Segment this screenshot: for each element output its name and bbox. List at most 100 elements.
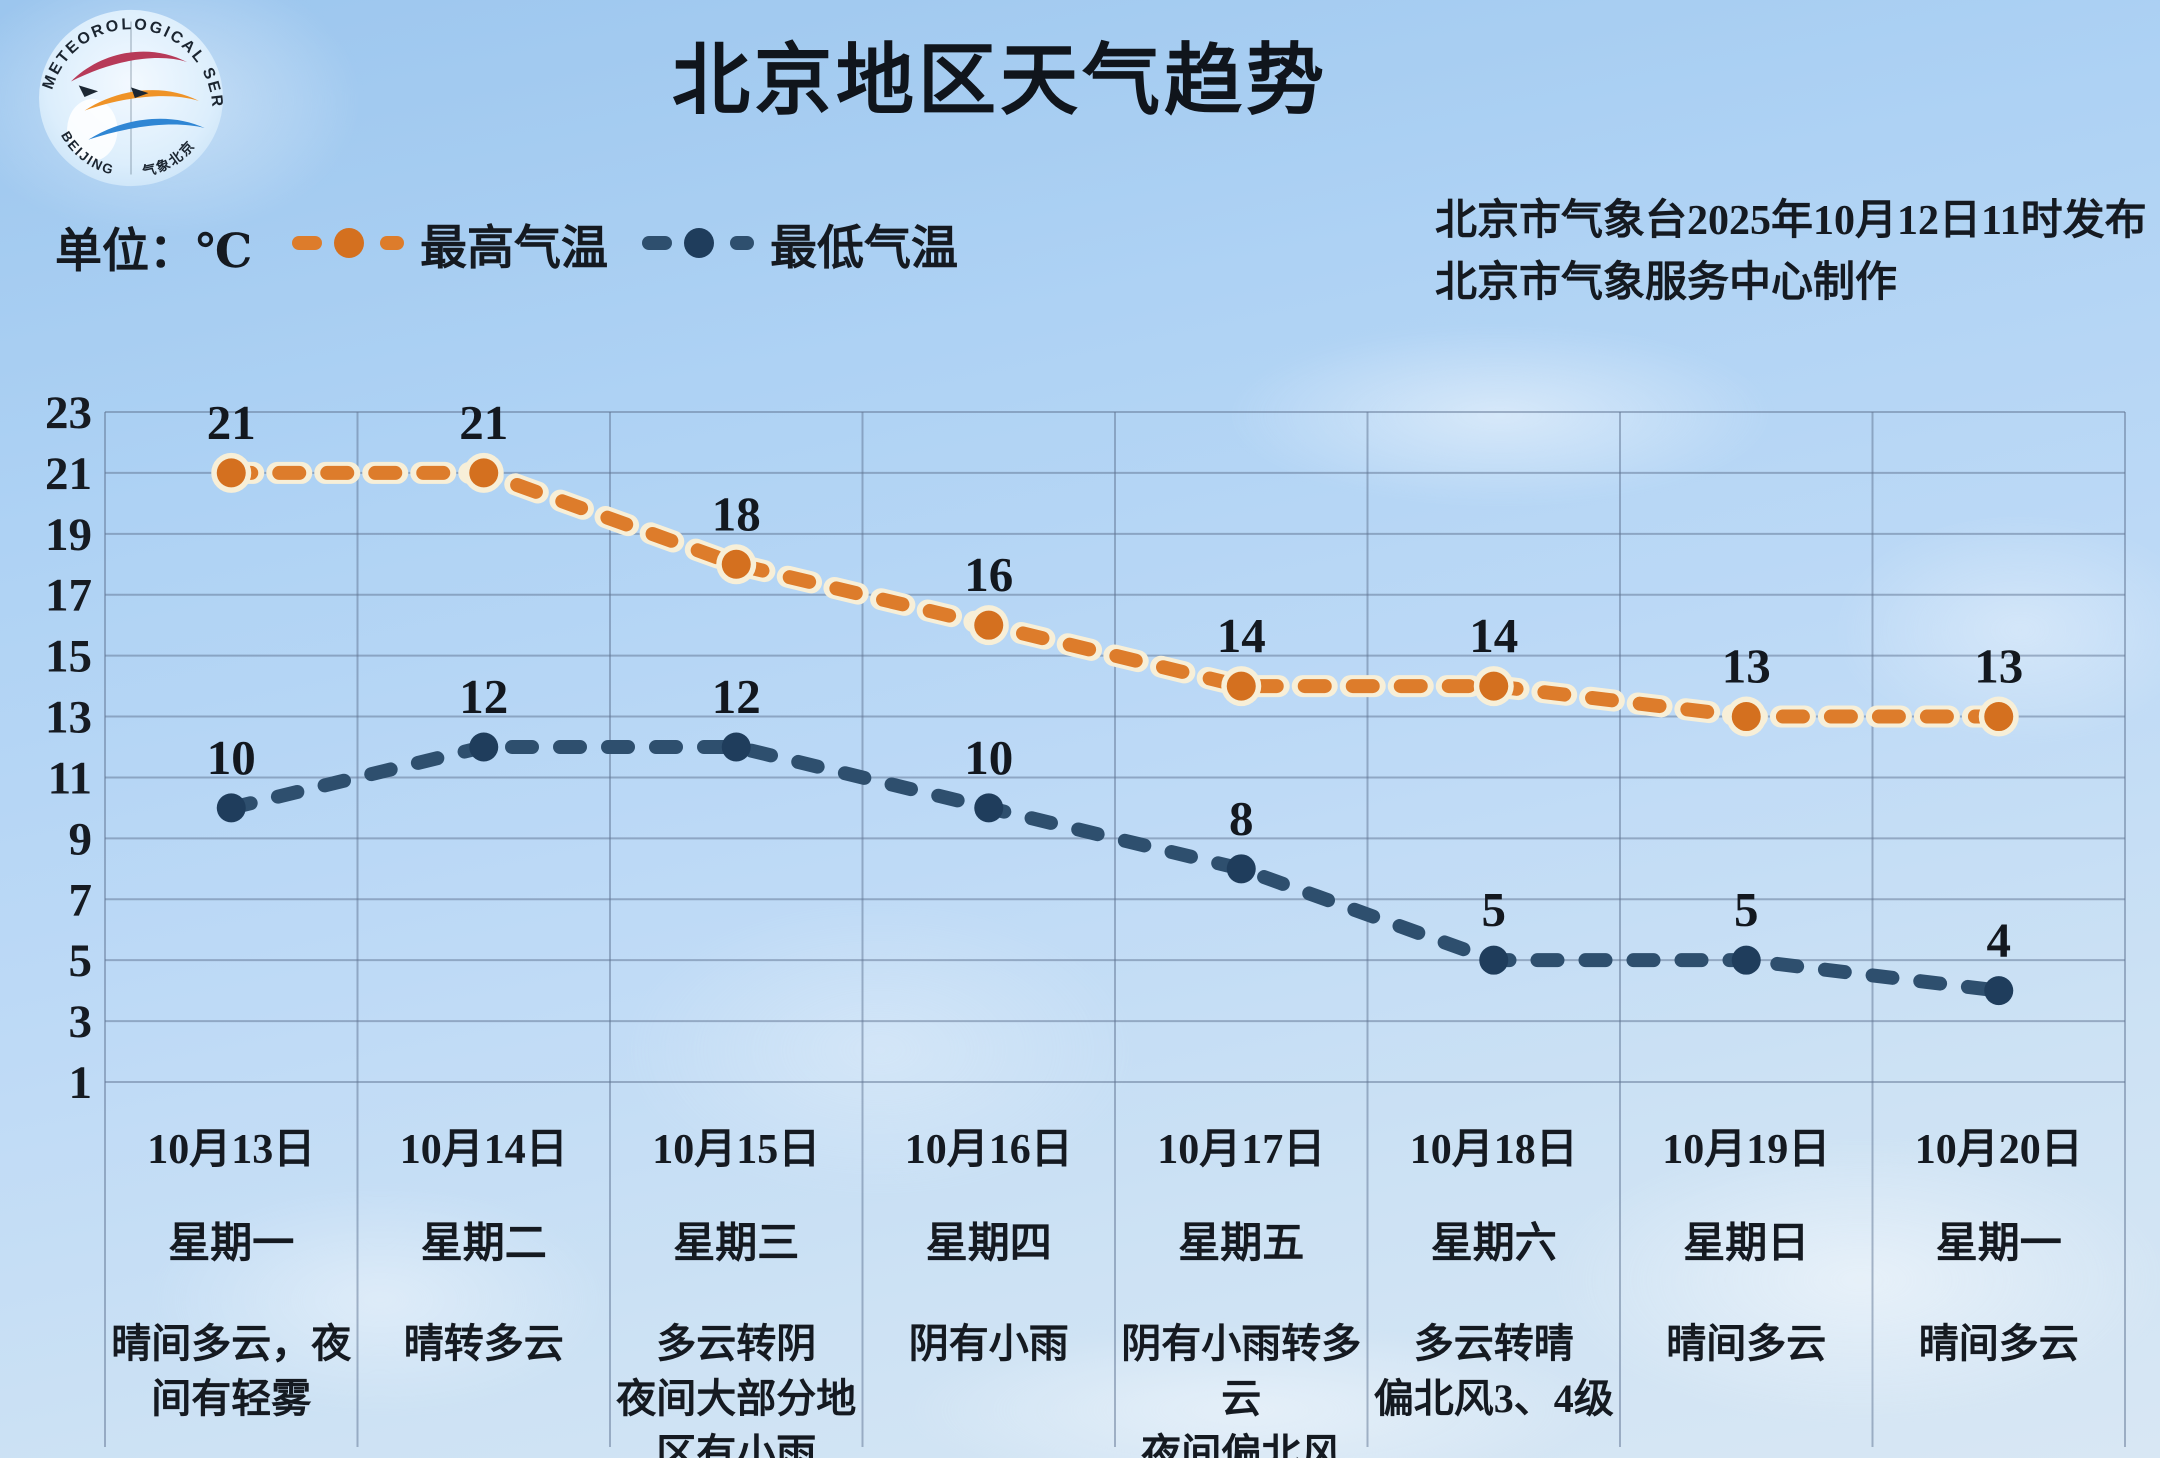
value-label-low-0: 10	[207, 730, 256, 785]
legend-label-low: 最低气温	[770, 222, 958, 275]
weather-line: 偏北风3、4级	[1373, 1376, 1614, 1422]
legend-item-high: 最高气温	[292, 209, 608, 278]
weather-description: 晴间多云	[1624, 1316, 1869, 1371]
day-column-5: 10月18日 星期六 多云转晴偏北风3、4级	[1368, 1102, 1621, 1448]
weather-description: 多云转晴偏北风3、4级	[1372, 1316, 1617, 1426]
value-label-low-6: 5	[1734, 882, 1759, 937]
logo-orange-swoosh	[84, 90, 199, 111]
day-column-6: 10月19日 星期日 晴间多云	[1620, 1102, 1873, 1448]
weather-description: 阴有小雨	[867, 1316, 1112, 1371]
weekday-label: 星期一	[1935, 1220, 2062, 1267]
data-point-low-2	[721, 732, 751, 762]
value-label-low-3: 10	[964, 730, 1013, 785]
value-label-low-2: 12	[712, 669, 761, 724]
weather-description: 多云转阴 夜间大部分地区有小雨	[614, 1316, 859, 1458]
weather-description: 阴有小雨转多云夜间偏北风3、4级	[1119, 1316, 1364, 1458]
weather-description: 晴间多云，夜间有轻雾	[109, 1316, 354, 1426]
weather-line: 多云转阴	[656, 1320, 817, 1366]
data-point-low-0	[216, 793, 246, 823]
logo-bird-icon	[131, 87, 149, 98]
logo-red-swoosh	[70, 51, 188, 82]
day-column-1: 10月14日 星期二 晴转多云	[358, 1102, 611, 1448]
y-tick-1: 1	[69, 1057, 93, 1109]
logo-blue-swoosh	[88, 118, 205, 140]
issuer-line2: 北京市气象服务中心制作	[1435, 260, 1898, 306]
value-label-low-4: 8	[1229, 791, 1254, 846]
series-low: 10 12 12 10 8 5 5 4	[207, 669, 2014, 1006]
day-column-2: 10月15日 星期三 多云转阴 夜间大部分地区有小雨	[610, 1102, 863, 1458]
legend-item-low: 最低气温	[642, 209, 958, 278]
issuer-info: 北京市气象台2025年10月12日11时发布 北京市气象服务中心制作	[1435, 190, 2147, 314]
weather-line: 晴间多云，夜间有轻雾	[111, 1320, 352, 1422]
weather-description: 晴转多云	[362, 1316, 607, 1371]
data-point-high-7	[1984, 702, 2014, 732]
data-point-low-5	[1479, 945, 1509, 975]
y-tick-15: 15	[45, 631, 92, 683]
beijing-meteorological-service-logo: METEOROLOGICAL SERVICE BEIJING 气象北京	[33, 6, 223, 187]
weekday-label: 星期三	[673, 1220, 800, 1267]
data-point-low-6	[1731, 945, 1761, 975]
x-axis-labels: 10月13日 星期一 晴间多云，夜间有轻雾 10月14日 星期二 晴转多云 10…	[105, 1102, 2125, 1458]
weather-line: 多云转晴	[1413, 1320, 1574, 1366]
data-point-high-5	[1479, 671, 1509, 701]
logo-cloud	[67, 98, 118, 161]
unit-label: 单位：℃	[55, 226, 253, 278]
weather-line: 阴有小雨	[908, 1320, 1069, 1366]
y-tick-5: 5	[69, 935, 93, 987]
y-tick-7: 7	[69, 874, 93, 926]
value-label-high-4: 14	[1217, 608, 1266, 663]
date-label: 10月18日	[1409, 1127, 1578, 1173]
weather-line: 阴有小雨转多云	[1121, 1320, 1362, 1422]
weather-line: 晴间多云	[1666, 1320, 1827, 1366]
weekday-label: 星期日	[1683, 1220, 1810, 1267]
legend: 最高气温 最低气温	[292, 206, 958, 280]
weekday-label: 星期五	[1178, 1220, 1305, 1267]
data-point-high-3	[974, 610, 1004, 640]
weekday-label: 星期一	[168, 1220, 295, 1267]
value-label-high-0: 21	[207, 395, 256, 450]
issuer-line1: 北京市气象台2025年10月12日11时发布	[1435, 198, 2147, 244]
value-label-low-5: 5	[1482, 882, 1507, 937]
legend-marker-high-icon	[292, 228, 404, 258]
series-high: 21 21 18 16 14 14 13 13	[207, 395, 2023, 737]
data-point-high-4	[1226, 671, 1256, 701]
day-column-3: 10月16日 星期四 阴有小雨	[863, 1102, 1116, 1448]
value-label-high-2: 18	[712, 486, 761, 541]
weekday-label: 星期六	[1430, 1220, 1557, 1267]
y-tick-13: 13	[45, 692, 92, 744]
legend-marker-low-icon	[642, 228, 754, 258]
data-point-high-0	[216, 458, 246, 488]
value-label-high-7: 13	[1974, 639, 2023, 694]
date-label: 10月17日	[1157, 1127, 1326, 1173]
date-label: 10月15日	[652, 1127, 821, 1173]
value-label-high-1: 21	[459, 395, 508, 450]
data-point-high-6	[1731, 702, 1761, 732]
y-tick-19: 19	[45, 509, 92, 561]
value-label-low-1: 12	[459, 669, 508, 724]
date-label: 10月19日	[1662, 1127, 1831, 1173]
value-label-low-7: 4	[1987, 913, 2012, 968]
date-label: 10月20日	[1914, 1127, 2083, 1173]
weather-line: 晴转多云	[403, 1320, 564, 1366]
page-title: 北京地区天气趋势	[671, 37, 1328, 124]
date-label: 10月16日	[904, 1127, 1073, 1173]
data-point-low-4	[1226, 854, 1256, 884]
y-tick-9: 9	[69, 813, 93, 865]
data-point-low-3	[974, 793, 1004, 823]
date-label: 10月14日	[399, 1127, 568, 1173]
y-tick-17: 17	[45, 570, 92, 622]
data-point-low-7	[1984, 976, 2014, 1006]
v-gridlines	[104, 412, 2126, 1447]
h-gridlines	[105, 411, 2125, 1083]
data-point-high-1	[469, 458, 499, 488]
weekday-label: 星期四	[925, 1220, 1052, 1267]
date-label: 10月13日	[147, 1127, 316, 1173]
weather-line: 晴间多云	[1918, 1320, 2079, 1366]
data-point-low-1	[469, 732, 499, 762]
value-label-high-6: 13	[1722, 639, 1771, 694]
y-tick-3: 3	[69, 996, 93, 1048]
y-tick-23: 23	[45, 387, 92, 439]
day-column-0: 10月13日 星期一 晴间多云，夜间有轻雾	[105, 1102, 358, 1448]
